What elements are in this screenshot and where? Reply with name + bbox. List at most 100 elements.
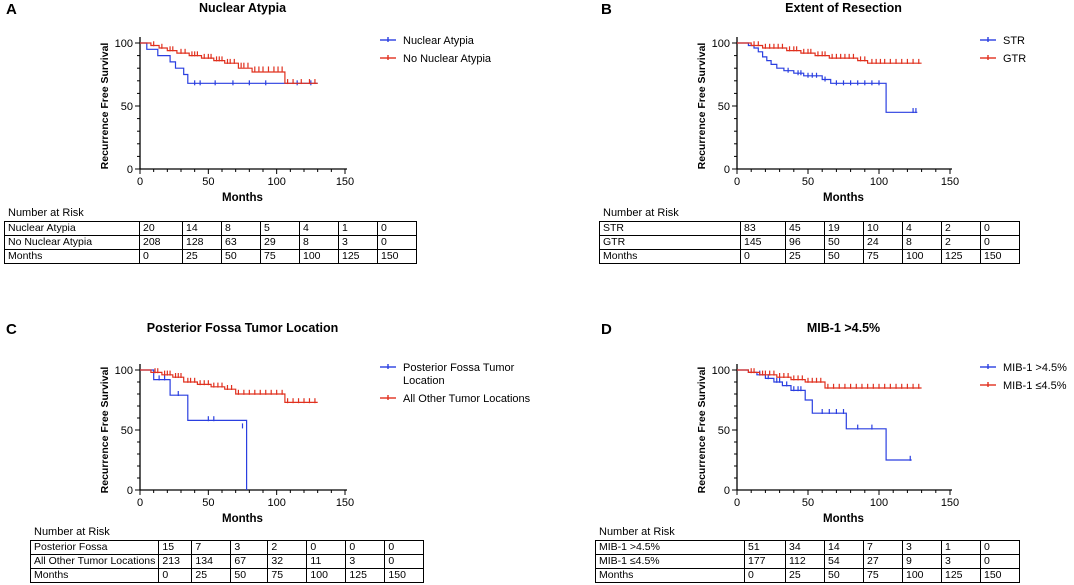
x-axis-label: Months [823, 192, 864, 204]
risk-cell: 29 [260, 235, 300, 250]
risk-cell: 0 [377, 235, 417, 250]
risk-row-label: MIB-1 >4.5% [595, 540, 745, 555]
risk-table-row: Months 0 25 50 75 100 125 150 [599, 249, 1020, 264]
risk-cell: 75 [863, 249, 903, 264]
legend-label: STR [1003, 35, 1025, 47]
risk-cell: 8 [902, 235, 942, 250]
panel-b: B Extent of Resection 0 50 100 0 50 100 150 Month… [595, 0, 1074, 292]
risk-cell: 50 [221, 249, 261, 264]
risk-cell: 3 [902, 540, 942, 555]
y-tick-label: 100 [115, 38, 133, 50]
risk-cell: 208 [139, 235, 183, 250]
x-tick-label: 150 [941, 497, 959, 509]
panel-letter: C [6, 321, 17, 338]
chart-title: Posterior Fossa Tumor Location [147, 321, 338, 335]
risk-cell: 128 [182, 235, 222, 250]
x-tick-label: 100 [267, 176, 285, 188]
risk-table-caption: Number at Risk [603, 207, 679, 219]
risk-cell: 125 [941, 568, 981, 583]
risk-cell: 2 [267, 540, 308, 555]
km-plot: A Nuclear Atypia 0 50 100 0 50 100 150 Months Recu… [6, 1, 492, 204]
x-tick-label: 50 [202, 497, 214, 509]
legend-label: Nuclear Atypia [403, 35, 475, 47]
y-tick-label: 50 [121, 101, 133, 113]
risk-cell: 125 [345, 568, 386, 583]
y-axis-label: Recurrence Free Survival [696, 43, 708, 170]
risk-cell: 0 [139, 249, 183, 264]
risk-cell: 100 [306, 568, 347, 583]
y-axis-label: Recurrence Free Survival [99, 367, 111, 494]
x-tick-label: 50 [802, 497, 814, 509]
risk-cell: 0 [980, 540, 1020, 555]
risk-table-row: Months 0 25 50 75 100 125 150 [595, 568, 1020, 583]
risk-cell: 112 [785, 554, 825, 569]
risk-table: Nuclear Atypia 20 14 8 5 4 1 0 No Nuclear Atypia… [4, 221, 417, 264]
risk-row-label: Months [595, 568, 745, 583]
legend-label: No Nuclear Atypia [403, 53, 492, 65]
risk-cell: 150 [980, 568, 1020, 583]
risk-cell: 125 [941, 249, 981, 264]
risk-row-label: MIB-1 ≤4.5% [595, 554, 745, 569]
x-axis-label: Months [823, 513, 864, 525]
y-tick-label: 50 [121, 425, 133, 437]
risk-cell: 0 [980, 221, 1020, 236]
series-line-2 [737, 369, 922, 389]
risk-cell: 75 [260, 249, 300, 264]
risk-cell: 25 [785, 568, 825, 583]
x-tick-label: 100 [870, 176, 888, 188]
chart-title: Extent of Resection [785, 1, 902, 15]
risk-cell: 3 [338, 235, 378, 250]
legend-label: MIB-1 ≤4.5% [1003, 380, 1067, 392]
risk-cell: 50 [230, 568, 269, 583]
risk-table-row: GTR 145 96 50 24 8 2 0 [599, 235, 1020, 250]
risk-cell: 45 [785, 221, 825, 236]
risk-cell: 34 [785, 540, 825, 555]
risk-table-row: Months 0 25 50 75 100 125 150 [4, 249, 417, 264]
risk-table-row: MIB-1 ≤4.5% 177 112 54 27 9 3 0 [595, 554, 1020, 569]
risk-cell: 15 [158, 540, 193, 555]
x-tick-label: 0 [734, 176, 740, 188]
risk-row-label: Months [599, 249, 741, 264]
y-tick-label: 0 [127, 485, 133, 497]
risk-cell: 150 [384, 568, 425, 583]
y-tick-label: 0 [724, 485, 730, 497]
series-line-2 [140, 42, 318, 84]
risk-cell: 3 [345, 554, 386, 569]
series-line-1 [140, 369, 248, 490]
risk-table-row: Posterior Fossa 15 7 3 2 0 0 0 [29, 540, 425, 555]
y-axis-label: Recurrence Free Survival [99, 43, 111, 170]
y-tick-label: 50 [718, 425, 730, 437]
risk-cell: 0 [377, 221, 417, 236]
risk-cell: 10 [863, 221, 903, 236]
risk-cell: 177 [744, 554, 786, 569]
legend-label: Posterior Fossa Tumor [403, 362, 515, 374]
risk-table: STR 83 45 19 10 4 2 0 GTR 145 96 50 24 8 2 0 Months 0 25 50… [599, 221, 1020, 264]
risk-cell: 7 [863, 540, 903, 555]
risk-cell: 11 [306, 554, 347, 569]
risk-row-label: GTR [599, 235, 741, 250]
risk-cell: 0 [158, 568, 193, 583]
risk-cell: 96 [785, 235, 825, 250]
risk-cell: 0 [980, 235, 1020, 250]
risk-cell: 134 [191, 554, 232, 569]
series-line-2 [140, 369, 318, 404]
panel-d: D MIB-1 >4.5% 0 50 100 0 50 100 150 Months Recurre… [595, 320, 1074, 585]
risk-cell: 125 [338, 249, 378, 264]
risk-row-label: All Other Tumor Locations [29, 554, 160, 569]
risk-cell: 5 [260, 221, 300, 236]
risk-cell: 0 [384, 540, 425, 555]
chart-title: Nuclear Atypia [199, 1, 287, 15]
risk-cell: 25 [191, 568, 232, 583]
x-tick-label: 0 [137, 176, 143, 188]
panel-letter: D [601, 321, 612, 338]
risk-cell: 19 [824, 221, 864, 236]
panel-c: C Posterior Fossa Tumor Location 0 50 100 0 50… [0, 320, 537, 585]
panel-a: A Nuclear Atypia 0 50 100 0 50 100 150 Months Recu… [0, 0, 537, 292]
legend-label: MIB-1 >4.5% [1003, 362, 1067, 374]
risk-cell: 100 [902, 249, 942, 264]
risk-row-label: No Nuclear Atypia [4, 235, 140, 250]
risk-cell: 20 [139, 221, 183, 236]
risk-cell: 25 [182, 249, 222, 264]
risk-cell: 50 [824, 249, 864, 264]
chart-title: MIB-1 >4.5% [807, 321, 880, 335]
